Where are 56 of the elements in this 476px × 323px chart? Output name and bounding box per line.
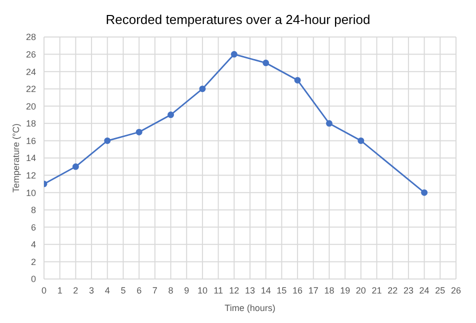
y-tick-label: 20	[26, 101, 36, 112]
y-tick-label: 14	[26, 153, 36, 164]
x-tick-label: 0	[41, 285, 47, 296]
x-tick-label: 21	[372, 285, 382, 296]
x-tick-label: 19	[340, 285, 350, 296]
point	[358, 137, 364, 144]
x-tick-label: 16	[292, 285, 303, 296]
x-tick-label: 2	[73, 285, 78, 296]
x-tick-label: 26	[450, 285, 462, 296]
point	[199, 86, 206, 92]
x-tick-label: 17	[308, 285, 318, 296]
y-tick-label: 4	[30, 240, 36, 250]
x-tick-label: 14	[260, 285, 271, 296]
y-tick-label: 0	[30, 274, 36, 284]
point	[326, 120, 332, 127]
x-tick-label: 6	[136, 285, 142, 296]
x-axis-title: Time (hours)	[224, 303, 276, 313]
point	[421, 189, 428, 196]
x-tick-label: 22	[388, 285, 398, 296]
point	[168, 112, 174, 118]
y-tick-label: 8	[30, 205, 36, 216]
x-tick-label: 24	[419, 285, 430, 296]
x-tick-label: 7	[152, 285, 158, 296]
point	[136, 128, 142, 136]
x-tick-label: 3	[89, 285, 94, 296]
x-tick-label: 20	[356, 285, 366, 296]
y-tick-label: 2	[30, 256, 36, 267]
x-tick-label: 5	[120, 285, 126, 296]
y-tick-label: 26	[26, 49, 36, 60]
y-tick-label: 28	[26, 32, 36, 42]
chart-title: Recorded temperatures over a 24-hour period	[104, 11, 372, 29]
x-tick-label: 11	[214, 285, 223, 296]
x-tick-label: 8	[168, 285, 174, 296]
x-tick-label: 15	[276, 285, 287, 296]
x-tick-label: 23	[403, 285, 414, 296]
y-tick-label: 18	[26, 118, 36, 129]
x-tick-label: 12	[229, 285, 240, 296]
x-tick-label: 25	[435, 285, 446, 296]
x-tick-label: 4	[104, 285, 110, 296]
y-tick-label: 22	[26, 84, 36, 94]
x-tick-label: 13	[244, 285, 256, 296]
point	[262, 60, 270, 66]
point	[72, 163, 79, 170]
point	[230, 51, 238, 58]
y-tick-label: 16	[26, 136, 36, 146]
point	[104, 137, 111, 144]
y-axis-title: Temperature (°C)	[11, 123, 22, 193]
y-tick-label: 12	[26, 170, 36, 180]
x-tick-label: 1	[57, 285, 62, 296]
y-tick-label: 10	[26, 188, 36, 198]
y-tick-label: 24	[26, 66, 36, 77]
x-tick-label: 9	[184, 285, 190, 296]
x-tick-label: 18	[324, 285, 334, 296]
y-tick-label: 6	[30, 222, 36, 232]
x-tick-label: 10	[197, 285, 208, 296]
point	[294, 76, 301, 84]
